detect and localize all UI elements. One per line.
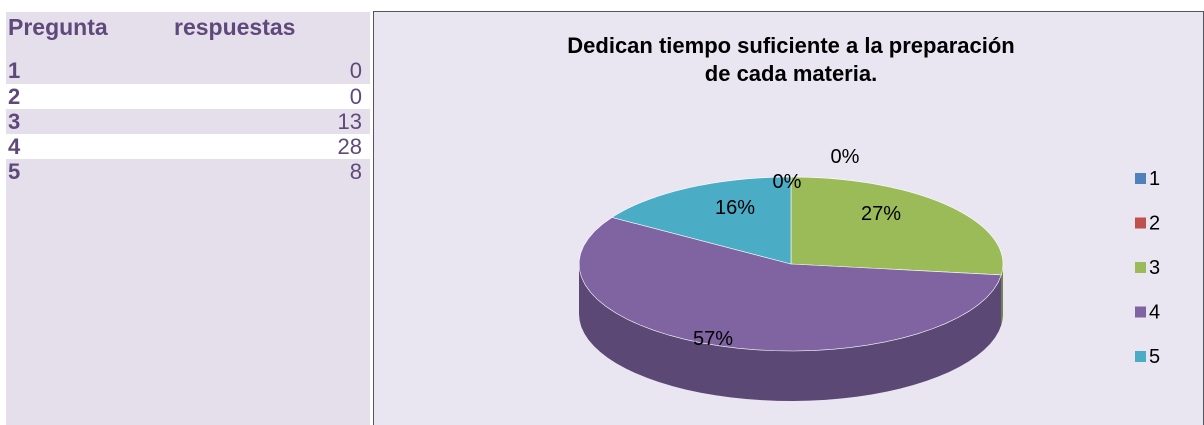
pie-side xyxy=(579,264,1002,401)
table-header: Pregunta xyxy=(8,14,108,40)
legend-label: 5 xyxy=(1149,346,1160,368)
legend-swatch xyxy=(1135,262,1146,273)
data-label: 16% xyxy=(715,197,755,219)
legend-swatch xyxy=(1135,173,1146,184)
legend-label: 3 xyxy=(1149,257,1160,279)
table-cell: 28 xyxy=(337,134,362,159)
table-cell: 13 xyxy=(337,109,362,134)
legend-swatch xyxy=(1135,217,1146,229)
table-row: 4 28 xyxy=(6,134,370,159)
chart-title: de cada materia. xyxy=(705,61,877,86)
pie-slice xyxy=(611,176,792,265)
pie-slice xyxy=(790,176,1004,276)
table-cell: 0 xyxy=(349,84,362,109)
data-label: 0% xyxy=(773,171,802,193)
table-cell: 3 xyxy=(8,109,21,134)
table-cell: 8 xyxy=(349,159,362,184)
table-row: 3 13 xyxy=(6,109,370,134)
table-cell: 5 xyxy=(8,159,21,184)
table-cell: 1 xyxy=(8,58,21,83)
pie-side xyxy=(1001,264,1003,325)
data-label: 57% xyxy=(693,328,733,350)
chart-title: Dedican tiempo suficiente a la preparaci… xyxy=(567,33,1014,58)
legend-label: 2 xyxy=(1149,213,1160,235)
legend-swatch xyxy=(1135,306,1146,318)
legend-swatch xyxy=(1135,351,1146,362)
legend-label: 1 xyxy=(1149,168,1160,190)
pie-slice xyxy=(578,217,1002,352)
table: Pregunta respuestas 1 0 2 0 3 13 4 28 5 8 xyxy=(6,12,370,425)
legend-label: 4 xyxy=(1149,302,1160,324)
table-cell: 2 xyxy=(8,84,21,109)
data-label: 27% xyxy=(861,203,901,225)
chart: Dedican tiempo suficiente a la preparaci… xyxy=(373,11,1204,425)
table-header: respuestas xyxy=(174,14,296,40)
table-cell: 4 xyxy=(8,134,21,159)
data-label: 0% xyxy=(831,146,860,168)
table-cell: 0 xyxy=(349,58,362,83)
